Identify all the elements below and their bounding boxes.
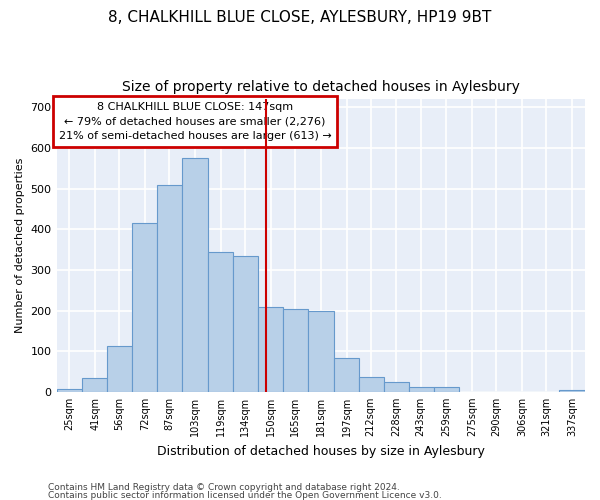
Text: 8 CHALKHILL BLUE CLOSE: 147sqm
← 79% of detached houses are smaller (2,276)
21% : 8 CHALKHILL BLUE CLOSE: 147sqm ← 79% of … bbox=[59, 102, 331, 142]
Bar bbox=[82, 378, 107, 392]
Bar bbox=[409, 386, 434, 392]
Text: Contains HM Land Registry data © Crown copyright and database right 2024.: Contains HM Land Registry data © Crown c… bbox=[48, 484, 400, 492]
Bar bbox=[208, 252, 233, 392]
Bar bbox=[56, 388, 82, 392]
Bar bbox=[182, 158, 208, 392]
Bar bbox=[233, 256, 258, 392]
Bar bbox=[283, 308, 308, 392]
Bar bbox=[359, 377, 383, 392]
Bar bbox=[383, 382, 409, 392]
Bar bbox=[132, 223, 157, 392]
Text: 8, CHALKHILL BLUE CLOSE, AYLESBURY, HP19 9BT: 8, CHALKHILL BLUE CLOSE, AYLESBURY, HP19… bbox=[109, 10, 491, 25]
Title: Size of property relative to detached houses in Aylesbury: Size of property relative to detached ho… bbox=[122, 80, 520, 94]
Bar bbox=[107, 346, 132, 392]
Bar bbox=[308, 310, 334, 392]
Bar bbox=[334, 358, 359, 392]
X-axis label: Distribution of detached houses by size in Aylesbury: Distribution of detached houses by size … bbox=[157, 444, 485, 458]
Bar bbox=[559, 390, 585, 392]
Bar bbox=[434, 386, 460, 392]
Text: Contains public sector information licensed under the Open Government Licence v3: Contains public sector information licen… bbox=[48, 490, 442, 500]
Bar bbox=[157, 184, 182, 392]
Y-axis label: Number of detached properties: Number of detached properties bbox=[15, 158, 25, 334]
Bar bbox=[258, 306, 283, 392]
